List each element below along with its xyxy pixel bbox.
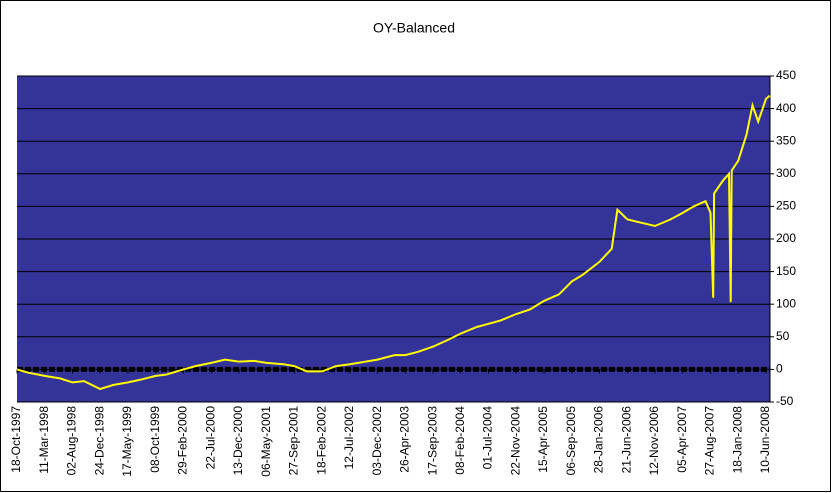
x-tick-label: 03-Dec-2002 bbox=[370, 406, 384, 476]
x-tick-label: 27-Aug-2007 bbox=[703, 406, 717, 476]
y-tick-label: 200 bbox=[776, 231, 796, 245]
y-tick-label: 450 bbox=[776, 68, 796, 82]
x-tick-label: 15-Apr-2005 bbox=[536, 406, 550, 473]
x-tick-label: 18-Feb-2002 bbox=[314, 406, 328, 475]
x-tick-label: 13-Dec-2000 bbox=[231, 406, 245, 476]
x-tick-label: 26-Apr-2003 bbox=[398, 406, 412, 473]
x-tick-label: 18-Oct-1997 bbox=[9, 406, 23, 473]
x-tick-label: 10-Jun-2008 bbox=[758, 406, 772, 474]
y-tick-label: 350 bbox=[776, 133, 796, 147]
x-tick-label: 06-Sep-2005 bbox=[564, 406, 578, 476]
x-tick-label: 06-May-2001 bbox=[259, 406, 273, 477]
x-tick-label: 12-Jul-2002 bbox=[342, 406, 356, 470]
x-tick-label: 21-Jun-2006 bbox=[619, 406, 633, 474]
y-tick-label: -50 bbox=[776, 394, 794, 408]
x-tick-label: 18-Jan-2008 bbox=[730, 406, 744, 474]
x-tick-label: 22-Nov-2004 bbox=[508, 406, 522, 476]
x-tick-label: 05-Apr-2007 bbox=[675, 406, 689, 473]
y-tick-label: 300 bbox=[776, 166, 796, 180]
x-tick-label: 28-Jan-2006 bbox=[592, 406, 606, 474]
data-line bbox=[16, 94, 771, 391]
y-tick-label: 400 bbox=[776, 101, 796, 115]
y-tick-label: 250 bbox=[776, 199, 796, 213]
x-tick-label: 12-Nov-2006 bbox=[647, 406, 661, 476]
x-tick-label: 17-May-1999 bbox=[120, 406, 134, 477]
x-tick-label: 29-Feb-2000 bbox=[176, 406, 190, 475]
x-tick-label: 01-Jul-2004 bbox=[481, 406, 495, 470]
x-tick-label: 08-Feb-2004 bbox=[453, 406, 467, 475]
y-tick-label: 0 bbox=[776, 362, 783, 376]
x-tick-label: 27-Sep-2001 bbox=[287, 406, 301, 476]
y-tick-label: 50 bbox=[776, 329, 790, 343]
y-tick-label: 100 bbox=[776, 296, 796, 310]
x-tick-label: 17-Sep-2003 bbox=[425, 406, 439, 476]
x-tick-label: 22-Jul-2000 bbox=[203, 406, 217, 470]
x-tick-label: 11-Mar-1998 bbox=[37, 406, 51, 474]
y-tick-label: 150 bbox=[776, 264, 796, 278]
x-tick-label: 08-Oct-1999 bbox=[148, 406, 162, 473]
x-tick-label: 02-Aug-1998 bbox=[65, 406, 79, 476]
x-tick-label: 24-Dec-1998 bbox=[92, 406, 106, 476]
chart-title: OY-Balanced bbox=[373, 20, 455, 36]
